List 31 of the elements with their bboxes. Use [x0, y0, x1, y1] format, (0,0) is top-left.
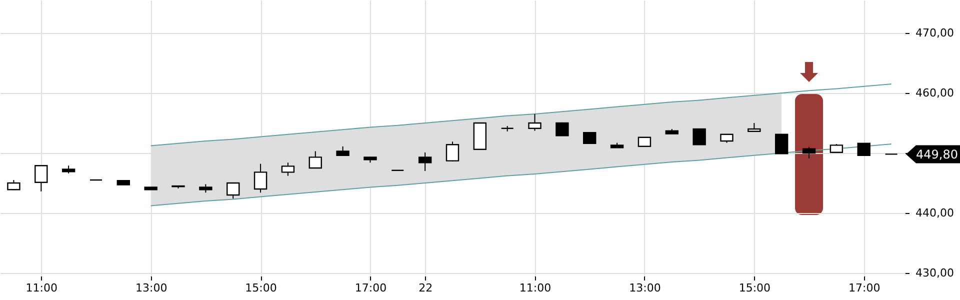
price-tag: 449,80 — [906, 145, 960, 164]
x-tick-label: 11:00 — [26, 282, 58, 294]
candlestick — [418, 152, 432, 172]
y-tick-label: 460,00 — [916, 86, 954, 100]
candlestick — [583, 132, 596, 144]
x-tick-label: 13:00 — [135, 282, 168, 294]
line-series — [150, 84, 892, 146]
candlestick — [857, 142, 870, 156]
x-tick-label: 22 — [418, 282, 433, 294]
y-tick-label: 430,00 — [916, 266, 954, 280]
candlestick — [774, 134, 788, 154]
candlestick — [308, 150, 322, 169]
candlestick — [556, 122, 569, 136]
candlestick — [34, 164, 48, 192]
candlestick — [692, 128, 706, 146]
candlestick — [802, 146, 816, 159]
candlestick — [254, 163, 268, 194]
candlestick — [226, 182, 240, 200]
candlestick — [7, 180, 20, 190]
x-tick-label: 15:00 — [738, 282, 771, 294]
x-tick-label: 15:00 — [245, 282, 277, 294]
candlestick — [281, 162, 295, 176]
candlestick — [446, 141, 460, 162]
x-tick-label: 17:00 — [354, 282, 387, 294]
y-tick-label: 440,00 — [916, 206, 954, 220]
line-series — [150, 144, 892, 206]
x-tick-label: 11:00 — [519, 282, 552, 294]
y-tick-label: 470,00 — [916, 26, 954, 40]
x-tick-label: 13:00 — [629, 282, 661, 294]
x-tick-label: 17:00 — [848, 282, 880, 294]
candlestick — [528, 114, 542, 132]
